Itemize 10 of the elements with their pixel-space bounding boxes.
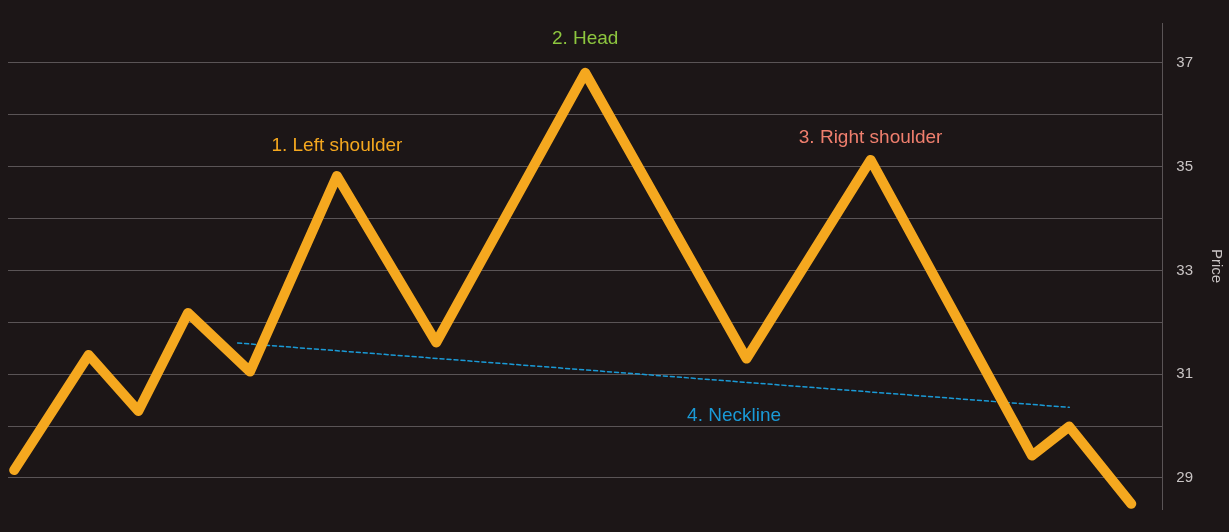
y-axis-title: Price [1208,248,1226,284]
y-tick-label: 37 [1176,53,1193,71]
y-tick-label: 31 [1176,364,1193,382]
y-tick-label: 29 [1176,468,1193,486]
annotation: 1. Left shoulder [271,134,404,156]
y-tick-label: 33 [1176,260,1193,278]
annotation: 4. Neckline [687,403,782,425]
annotation: 3. Right shoulder [798,126,944,148]
annotation: 2. Head [551,27,619,49]
y-tick-label: 35 [1176,156,1193,174]
